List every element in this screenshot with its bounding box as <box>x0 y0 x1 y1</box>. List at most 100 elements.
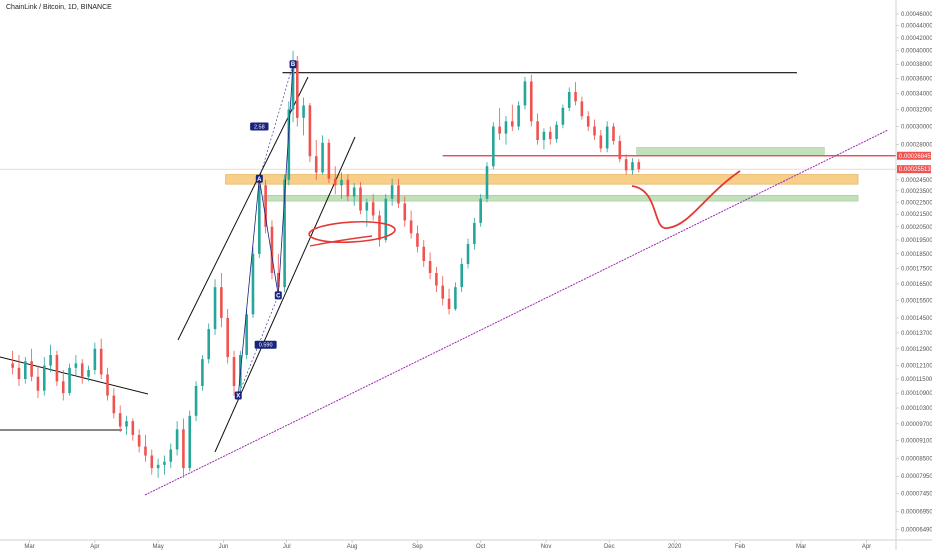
candle-body <box>409 220 413 234</box>
candle-body <box>287 109 291 180</box>
pattern-point-marker <box>255 174 263 183</box>
x-tick-label: 2020 <box>668 544 682 550</box>
y-tick-label: 0.00030000 <box>901 124 932 130</box>
candle-body <box>333 178 337 186</box>
price-label-box <box>897 151 931 160</box>
y-tick-label: 0.00044000 <box>901 24 932 30</box>
y-tick-label: 0.00023500 <box>901 189 932 195</box>
y-tick-label: 0.00017500 <box>901 266 932 272</box>
candle-body <box>258 185 261 254</box>
candle-body <box>529 81 533 122</box>
pattern-ratio-badge <box>250 122 269 131</box>
y-tick-label: 0.00046000 <box>901 12 932 18</box>
candle-body <box>213 287 217 330</box>
candle-body <box>42 365 46 391</box>
candle-body <box>150 455 154 469</box>
candle-body <box>536 121 539 141</box>
candle-body <box>61 381 65 394</box>
candle-body <box>220 287 223 318</box>
candle-body <box>125 421 128 427</box>
candle-body <box>498 126 501 134</box>
candle-body <box>245 314 248 355</box>
candle-body <box>276 272 280 288</box>
purple-trendline <box>144 129 889 496</box>
x-tick-label: Jul <box>283 544 291 550</box>
candle-body <box>17 367 21 380</box>
candle-body <box>637 162 641 170</box>
candle-body <box>93 348 97 370</box>
candle-body <box>473 222 476 245</box>
candle-body <box>283 179 286 288</box>
candle-body <box>447 298 451 310</box>
candle-body <box>49 354 52 366</box>
y-tick-label: 0.00018500 <box>901 252 932 258</box>
candle-body <box>36 376 40 391</box>
drawing-lines-layer <box>0 72 896 496</box>
candle-body <box>397 185 400 204</box>
candle-body <box>11 363 14 368</box>
y-tick-label: 0.00012100 <box>901 364 932 370</box>
y-tick-label: 0.00042000 <box>901 36 932 42</box>
x-tick-label: Mar <box>796 544 806 550</box>
price-label-text: 0.00026845 <box>899 154 931 160</box>
y-tick-label: 0.00014500 <box>901 316 932 322</box>
pattern-ratio-text: 2.58 <box>254 124 265 130</box>
candle-body <box>327 142 331 179</box>
candle-body <box>511 121 514 127</box>
candle-body <box>201 359 204 386</box>
y-tick-label: 0.00040000 <box>901 49 932 55</box>
candle-body <box>422 246 426 262</box>
y-tick-label: 0.00007950 <box>901 474 932 480</box>
x-tick-label: Mar <box>24 544 34 550</box>
candle-body <box>460 263 464 288</box>
candle-body <box>504 121 508 134</box>
pattern-point-label: C <box>276 293 281 299</box>
candle-body <box>441 285 445 299</box>
candle-body <box>605 126 609 149</box>
pattern-ratio-text: 0.590 <box>259 343 273 349</box>
y-tick-label: 0.00038000 <box>901 62 932 68</box>
y-tick-label: 0.00010300 <box>901 406 932 412</box>
candle-body <box>618 140 622 160</box>
candle-body <box>593 126 596 136</box>
y-tick-label: 0.00009700 <box>901 422 932 428</box>
candle-body <box>194 385 198 416</box>
pattern-leg-cb <box>277 64 294 296</box>
candle-body <box>295 60 299 118</box>
channel-top-line <box>177 76 309 341</box>
y-tick-label: 0.00011500 <box>901 377 932 383</box>
x-tick-label: Sep <box>412 544 423 550</box>
candle-body <box>264 185 267 227</box>
candle-body <box>517 105 520 127</box>
candle-body <box>182 429 185 469</box>
candle-body <box>485 166 489 199</box>
candle-body <box>390 185 394 199</box>
pattern-leg-ac <box>258 178 279 296</box>
candle-body <box>30 361 33 377</box>
candle-body <box>112 395 116 414</box>
green-support-zone <box>263 195 859 202</box>
candle-body <box>169 449 173 462</box>
candle-body <box>359 187 362 211</box>
x-tick-label: Jun <box>219 544 229 550</box>
pattern-point-label: A <box>257 177 262 183</box>
candle-body <box>624 159 628 171</box>
candle-body <box>270 226 274 273</box>
candle-body <box>435 272 438 286</box>
pattern-ratio-badge <box>254 340 277 349</box>
red-ellipse <box>308 220 396 244</box>
pattern-point-label: X <box>236 394 240 400</box>
candle-body <box>428 261 432 273</box>
y-tick-label: 0.00013700 <box>901 331 932 337</box>
candle-body <box>87 369 90 377</box>
x-tick-label: Aug <box>347 544 358 550</box>
candle-body <box>207 329 211 360</box>
y-tick-label: 0.00015500 <box>901 298 932 304</box>
candle-body <box>384 198 388 240</box>
candle-body <box>156 464 160 469</box>
candle-body <box>291 60 295 110</box>
candle-body <box>561 107 565 125</box>
candle-body <box>106 374 109 396</box>
candle-body <box>340 179 343 186</box>
